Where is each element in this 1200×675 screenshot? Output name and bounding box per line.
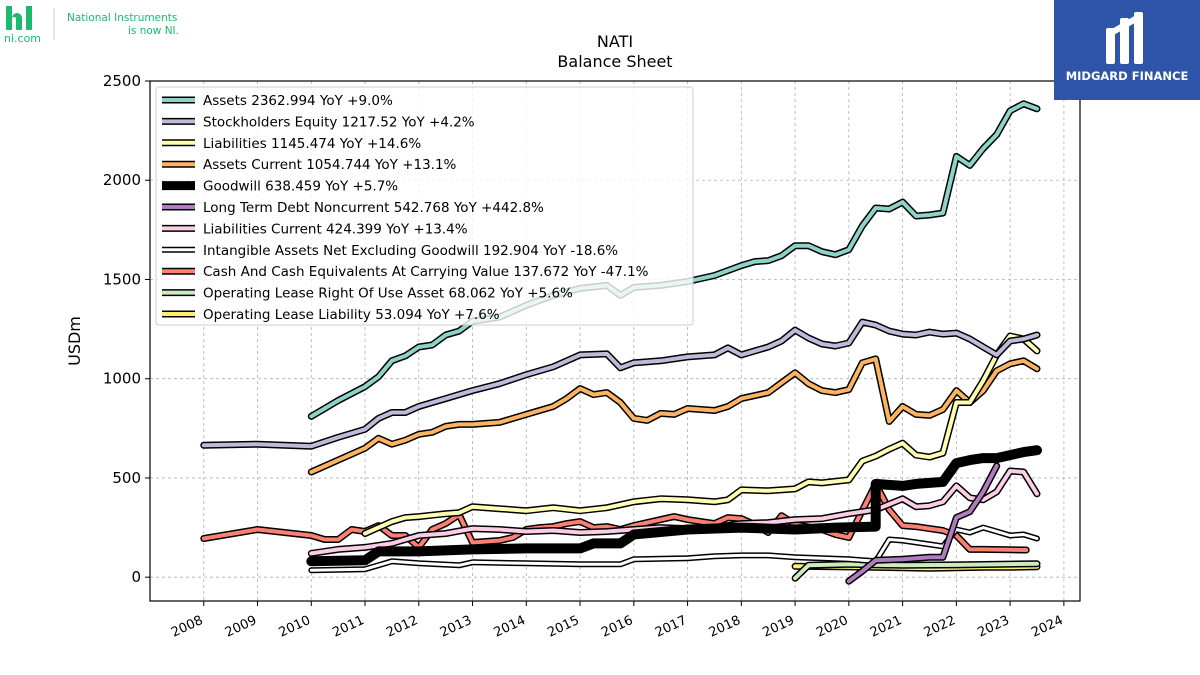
legend-label: Assets Current 1054.744 YoY +13.1% [203,157,457,173]
legend-label: Liabilities Current 424.399 YoY +13.4% [203,221,468,237]
x-tick-label: 2013 [438,613,474,641]
x-tick-label: 2018 [707,613,743,641]
legend-label: Intangible Assets Net Excluding Goodwill… [203,243,618,259]
legend: Assets 2362.994 YoY +9.0% Stockholders Eq… [155,86,694,326]
x-tick-label: 2022 [922,613,958,641]
legend-label: Cash And Cash Equivalents At Carrying Va… [203,264,649,280]
midgard-name: MIDGARD FINANCE [1066,69,1189,83]
midgard-finance-logo: MIDGARD FINANCE [1054,0,1200,100]
x-tick-label: 2011 [330,613,366,641]
series-line [201,320,1039,449]
legend-item: Assets 2362.994 YoY +9.0% [162,93,393,109]
y-tick-label: 2500 [103,72,141,90]
chart-subtitle: Balance Sheet [557,52,672,71]
x-tick-label: 2020 [814,613,850,641]
y-axis-label: USDm [65,316,84,366]
x-tick-label: 2016 [599,613,635,641]
x-tick-label: 2019 [760,613,796,641]
legend-box [155,86,694,326]
series-assets [307,100,1041,420]
ni-tagline-1: National Instruments [67,12,177,24]
ni-domain: ni.com [4,32,41,44]
series-long-term-debt-noncurrent [845,462,1001,585]
legend-label: Operating Lease Right Of Use Asset 68.06… [203,286,573,302]
legend-item: Liabilities Current 424.399 YoY +13.4% [162,221,468,237]
series-goodwill [306,445,1042,567]
ni-logo: ni.com National Instruments is now NI. [4,4,194,45]
series-line [846,464,999,584]
series-line [309,526,1039,572]
series-line [307,446,1041,565]
legend-item: Liabilities 1145.474 YoY +14.6% [162,136,421,152]
series-lines [200,100,1042,585]
ni-mark-i-icon [26,6,32,30]
ni-mark-icon [6,6,22,30]
x-axis: 2008 2009 2010 2011 2012 2013 2014 2015 2016 2017… [169,601,1066,641]
series-line [793,561,1039,581]
series-stockholders-equity [200,318,1041,450]
legend-item: Operating Lease Liability 53.094 YoY +7.… [162,307,500,323]
midgard-logo-graphic: MIDGARD FINANCE [1066,12,1189,83]
x-tick-label: 2021 [868,613,904,641]
x-tick-label: 2014 [492,613,528,641]
legend-label: Assets 2362.994 YoY +9.0% [203,93,393,109]
x-tick-label: 2012 [384,613,420,641]
legend-item: Stockholders Equity 1217.52 YoY +4.2% [162,114,475,130]
y-tick-label: 1000 [103,370,141,388]
legend-item: Cash And Cash Equivalents At Carrying Va… [162,264,649,280]
y-tick-label: 0 [131,568,141,586]
series-intangible-assets-net-excluding-goodwill [308,524,1040,574]
legend-label: Operating Lease Liability 53.094 YoY +7.… [203,307,500,323]
legend-item: Assets Current 1054.744 YoY +13.1% [162,157,457,173]
legend-item: Long Term Debt Noncurrent 542.768 YoY +4… [162,200,544,216]
x-tick-label: 2008 [169,613,205,641]
legend-label: Long Term Debt Noncurrent 542.768 YoY +4… [203,200,544,216]
x-tick-label: 2015 [545,613,581,641]
ni-logo-graphic: ni.com National Instruments is now NI. [4,6,179,45]
series-assets-current [307,355,1041,476]
legend-label: Stockholders Equity 1217.52 YoY +4.2% [203,114,475,130]
series-liabilities [361,332,1041,537]
series-outline [200,318,1041,450]
y-tick-label: 1500 [103,270,141,288]
x-tick-label: 2017 [653,613,689,641]
y-tick-label: 500 [112,469,141,487]
y-axis: 0 500 1000 1500 2000 2500 [103,72,150,586]
series-line [363,334,1039,536]
x-tick-label: 2009 [223,613,259,641]
y-tick-label: 2000 [103,171,141,189]
series-line [309,356,1039,474]
legend-item: Operating Lease Right Of Use Asset 68.06… [162,286,573,302]
x-tick-label: 2024 [1029,613,1065,641]
chart-title: NATI [597,32,633,51]
legend-item: Intangible Assets Net Excluding Goodwill… [162,243,618,259]
ni-tagline-2: is now NI. [128,25,179,37]
x-tick-label: 2010 [277,613,313,641]
legend-item: Goodwill 638.459 YoY +5.7% [162,179,398,195]
x-tick-label: 2023 [975,613,1011,641]
midgard-mark-icon [1106,12,1143,64]
legend-label: Goodwill 638.459 YoY +5.7% [203,179,398,195]
plot-frame [149,80,1081,602]
series-operating-lease-right-of-use-asset [791,560,1041,582]
series-line [309,101,1039,419]
legend-label: Liabilities 1145.474 YoY +14.6% [203,136,421,152]
